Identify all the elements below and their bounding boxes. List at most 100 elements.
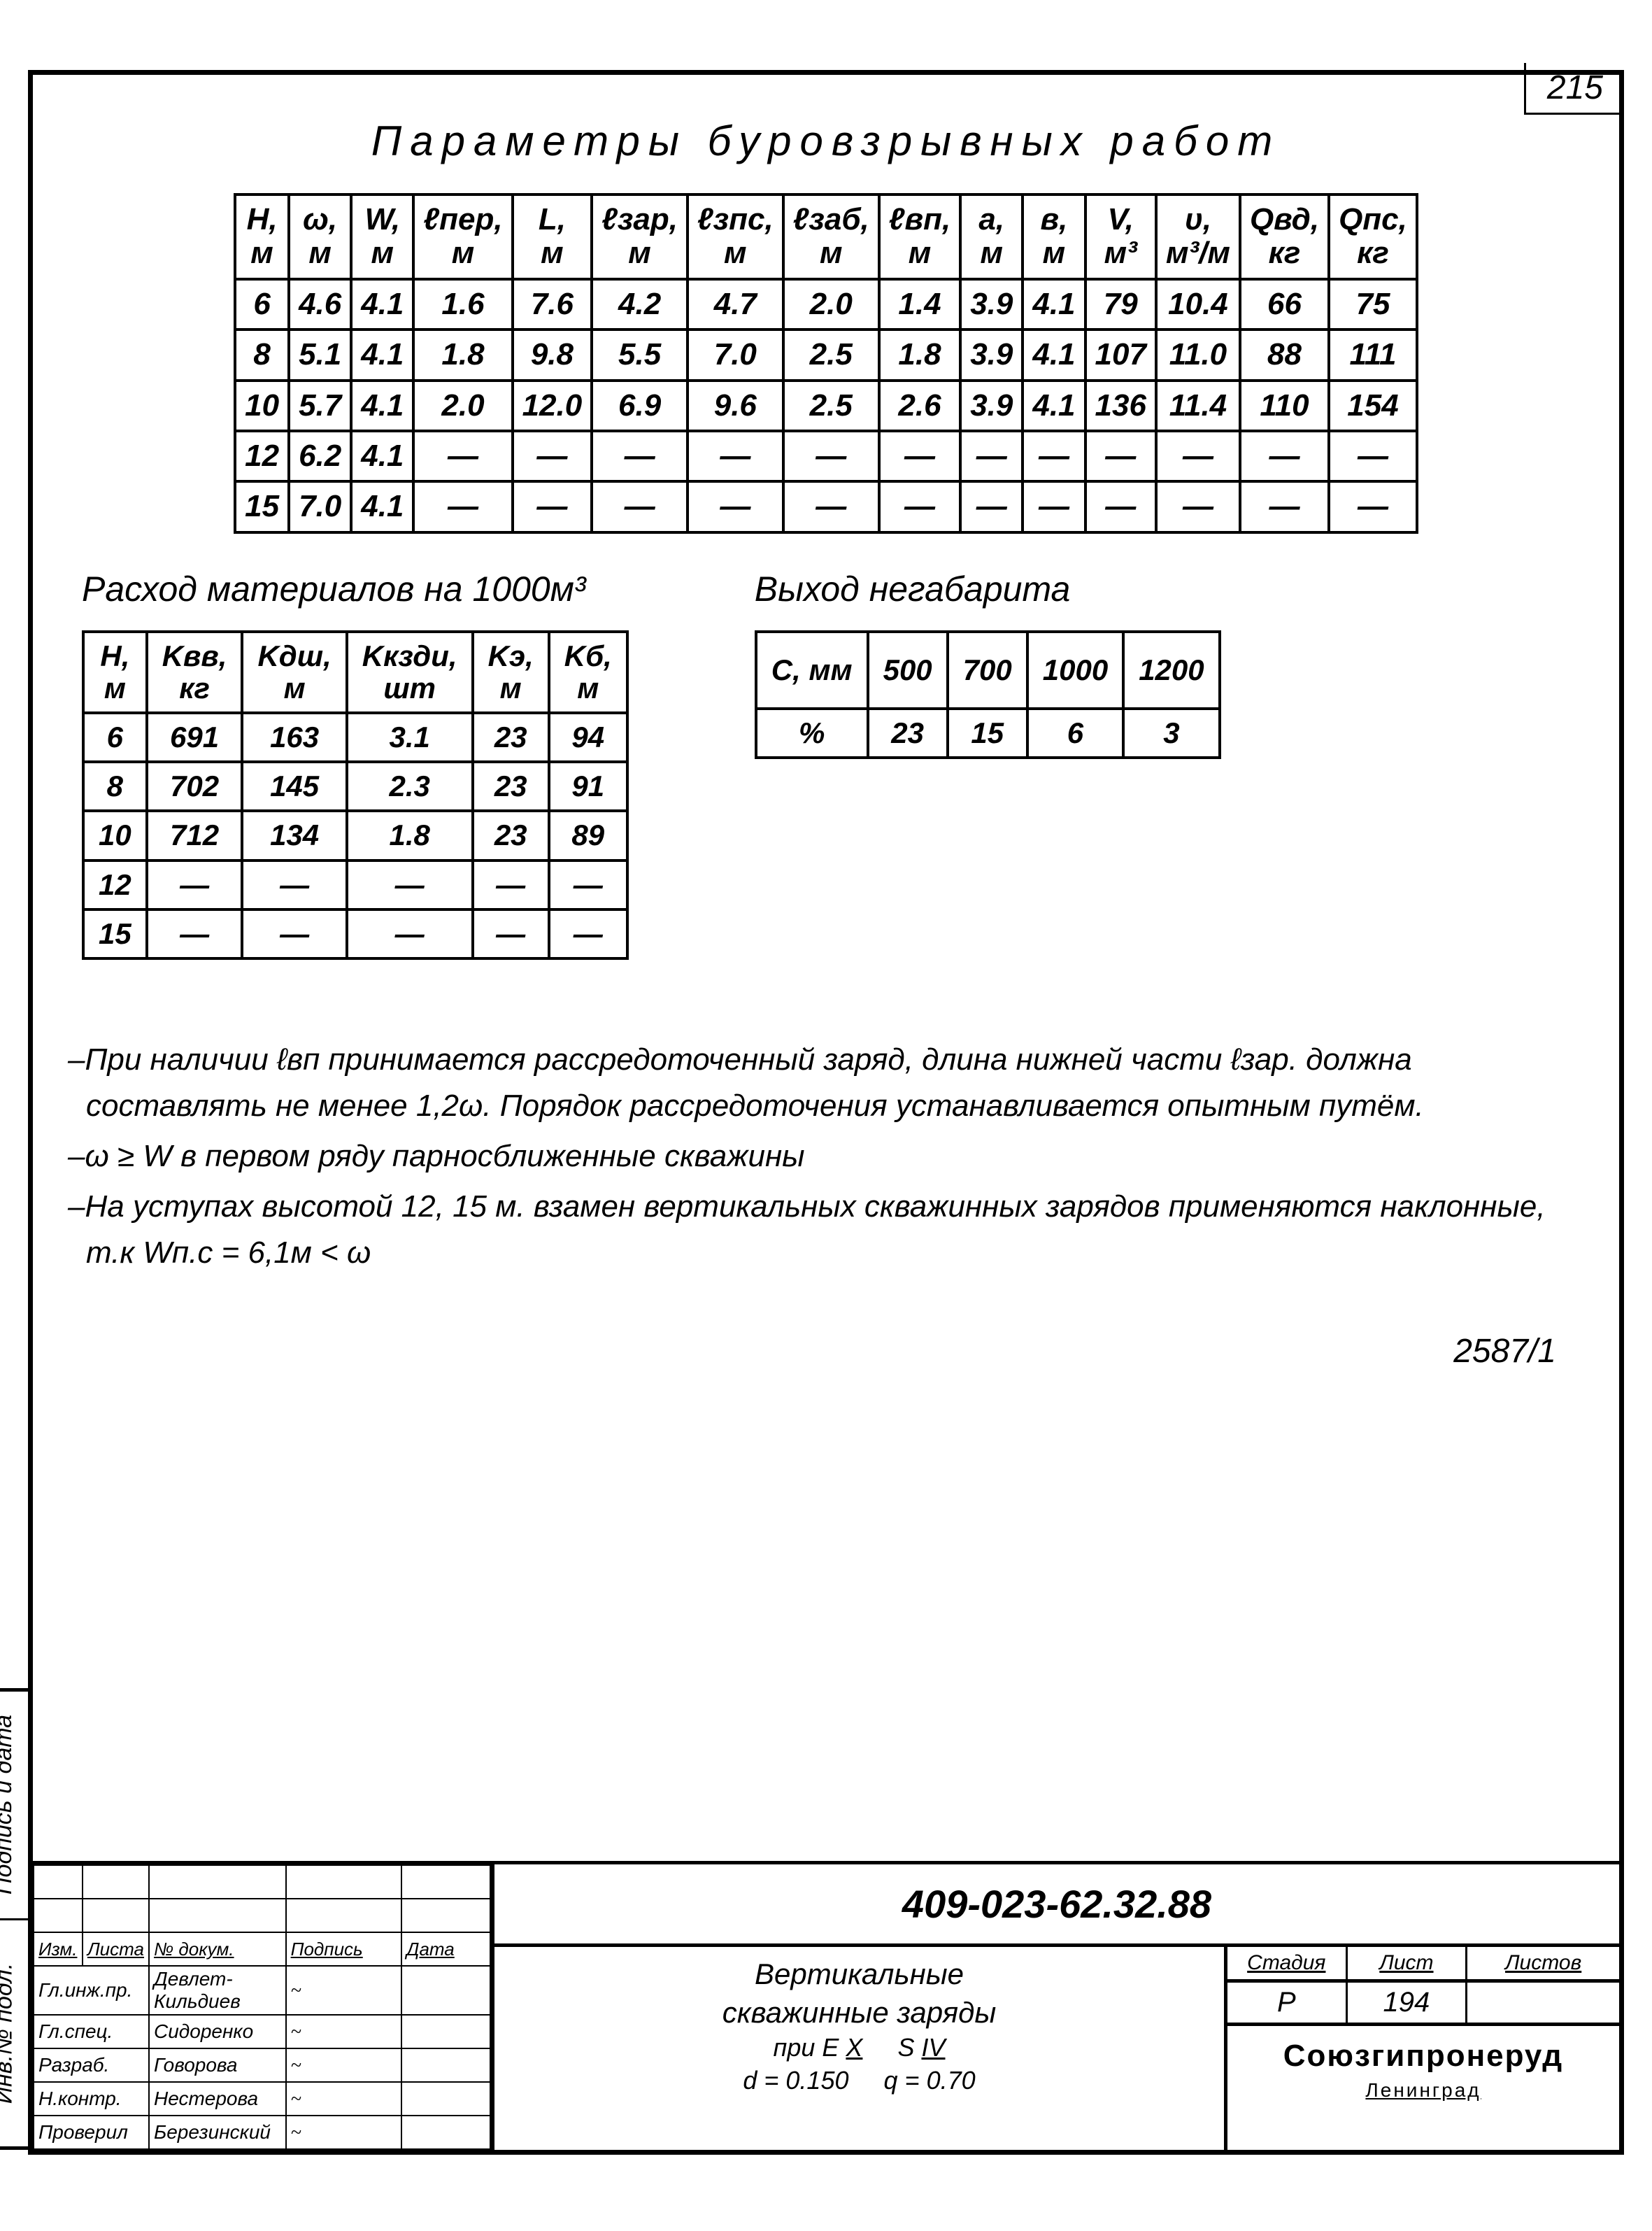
table-cell: 691 [147, 713, 243, 762]
org-name: Союзгипронеруд [1227, 2039, 1619, 2074]
table-row: 12————— [83, 860, 627, 909]
table-cell: 4.6 [289, 279, 351, 330]
table-cell: 23 [473, 811, 549, 860]
album-label: Альбом I [0, 303, 5, 453]
table-row: 64.64.11.67.64.24.72.01.43.94.17910.4667… [235, 279, 1417, 330]
table-cell: — [549, 909, 627, 958]
table-cell: 110 [1240, 381, 1329, 431]
table-cell: 66 [1240, 279, 1329, 330]
table-cell: 5.5 [592, 330, 688, 380]
table-cell: — [413, 481, 512, 532]
notes-block: –При наличии ℓвп принимается рассредоточ… [68, 1037, 1584, 1276]
table-cell: 2.0 [413, 381, 512, 431]
table-cell: 4.2 [592, 279, 688, 330]
sheets-value [1467, 1983, 1619, 2023]
revision-block: Изм.Листа№ докум.ПодписьДатаГл.инж.пр.Де… [33, 1864, 494, 2150]
table-cell: 8 [83, 762, 147, 811]
sheets-header: Листов [1467, 1947, 1619, 1979]
table-cell: — [1240, 481, 1329, 532]
table-header-cell: Kвв,кг [147, 632, 243, 713]
table-cell: 1.6 [413, 279, 512, 330]
table-header-cell: H,м [235, 194, 289, 279]
table-cell: 2.5 [783, 330, 879, 380]
table-header-cell: Kэ,м [473, 632, 549, 713]
table-cell: — [1329, 481, 1417, 532]
table-cell: — [1085, 431, 1156, 481]
table-cell: — [879, 431, 960, 481]
table-cell: 15 [83, 909, 147, 958]
table-cell: 3.1 [347, 713, 473, 762]
table-cell: 10 [235, 381, 289, 431]
param-value: d = 0.150 [743, 2066, 848, 2095]
table-cell: 1.8 [413, 330, 512, 380]
table-cell: 4.1 [351, 279, 413, 330]
materials-table: H,мKвв,кгKдш,мKкзди,штKэ,мKб,м66911633.1… [82, 630, 629, 960]
table-header-cell: W,м [351, 194, 413, 279]
note-line: –На уступах высотой 12, 15 м. взамен вер… [68, 1184, 1584, 1276]
param-value: X [846, 2033, 862, 2062]
table-cell: — [242, 860, 346, 909]
table-cell: 15 [948, 709, 1027, 758]
revision-row: Разраб.Говорова~ [34, 2048, 490, 2082]
table-cell: — [1329, 431, 1417, 481]
table-cell: 107 [1085, 330, 1156, 380]
table-cell: 23 [473, 762, 549, 811]
table-cell: — [473, 860, 549, 909]
table-header-cell: Kб,м [549, 632, 627, 713]
table-header-cell: υ,м³/м [1156, 194, 1240, 279]
table-header-cell: ω,м [289, 194, 351, 279]
param-label: S [897, 2033, 914, 2062]
table-row: 105.74.12.012.06.99.62.52.63.94.113611.4… [235, 381, 1417, 431]
param-value: q = 0.70 [884, 2066, 976, 2095]
table-cell: 9.6 [688, 381, 783, 431]
table-cell: 134 [242, 811, 346, 860]
table-cell: 3.9 [960, 279, 1023, 330]
table-cell: 5.7 [289, 381, 351, 431]
table-cell: — [513, 481, 592, 532]
table-cell: 10 [83, 811, 147, 860]
table-cell: 1.8 [347, 811, 473, 860]
table-cell: 89 [549, 811, 627, 860]
side-stamp-top: Подпись и дата [0, 1715, 17, 1894]
table-cell: — [347, 860, 473, 909]
table-cell: 7.0 [688, 330, 783, 380]
side-stamp: Подпись и дата Инв.№ подл. [0, 1688, 33, 2150]
table-cell: 1.4 [879, 279, 960, 330]
table-cell: 91 [549, 762, 627, 811]
note-line: –При наличии ℓвп принимается рассредоточ… [68, 1037, 1584, 1129]
table-header-cell: H,м [83, 632, 147, 713]
table-cell: — [1156, 481, 1240, 532]
drawing-frame: Альбом I Подпись и дата Инв.№ подл. Пара… [28, 70, 1624, 2155]
table-cell: 712 [147, 811, 243, 860]
table-cell: 2.3 [347, 762, 473, 811]
table-row: 66911633.12394 [83, 713, 627, 762]
table-cell: — [1023, 431, 1085, 481]
drawing-description: Вертикальные скважинные заряды при E X S… [494, 1947, 1227, 2150]
table-cell: — [592, 481, 688, 532]
table-cell: 75 [1329, 279, 1417, 330]
org-city: Ленинград [1227, 2079, 1619, 2102]
param-value: IV [921, 2033, 945, 2062]
table-header-cell: 500 [868, 632, 948, 709]
table-row: 126.24.1———————————— [235, 431, 1417, 481]
table-header-cell: V,м³ [1085, 194, 1156, 279]
table-cell: 3.9 [960, 330, 1023, 380]
table-cell: 94 [549, 713, 627, 762]
page: 215 Альбом I Подпись и дата Инв.№ подл. … [28, 70, 1624, 2155]
desc-line: скважинные заряды [508, 1994, 1210, 2032]
table-cell: — [549, 860, 627, 909]
table-header-cell: ℓзар,м [592, 194, 688, 279]
serial-number: 2587/1 [54, 1332, 1556, 1371]
table-row: 87021452.32391 [83, 762, 627, 811]
table-cell: % [756, 709, 868, 758]
table-cell: 7.6 [513, 279, 592, 330]
revision-row: Гл.спец.Сидоренко~ [34, 2015, 490, 2048]
table-cell: 23 [868, 709, 948, 758]
table-cell: 12 [83, 860, 147, 909]
table-cell: — [1156, 431, 1240, 481]
table-cell: 1.8 [879, 330, 960, 380]
table-cell: 145 [242, 762, 346, 811]
table-header-cell: Kдш,м [242, 632, 346, 713]
sheet-header: Лист [1348, 1947, 1468, 1979]
materials-title: Расход материалов на 1000м³ [82, 569, 629, 609]
